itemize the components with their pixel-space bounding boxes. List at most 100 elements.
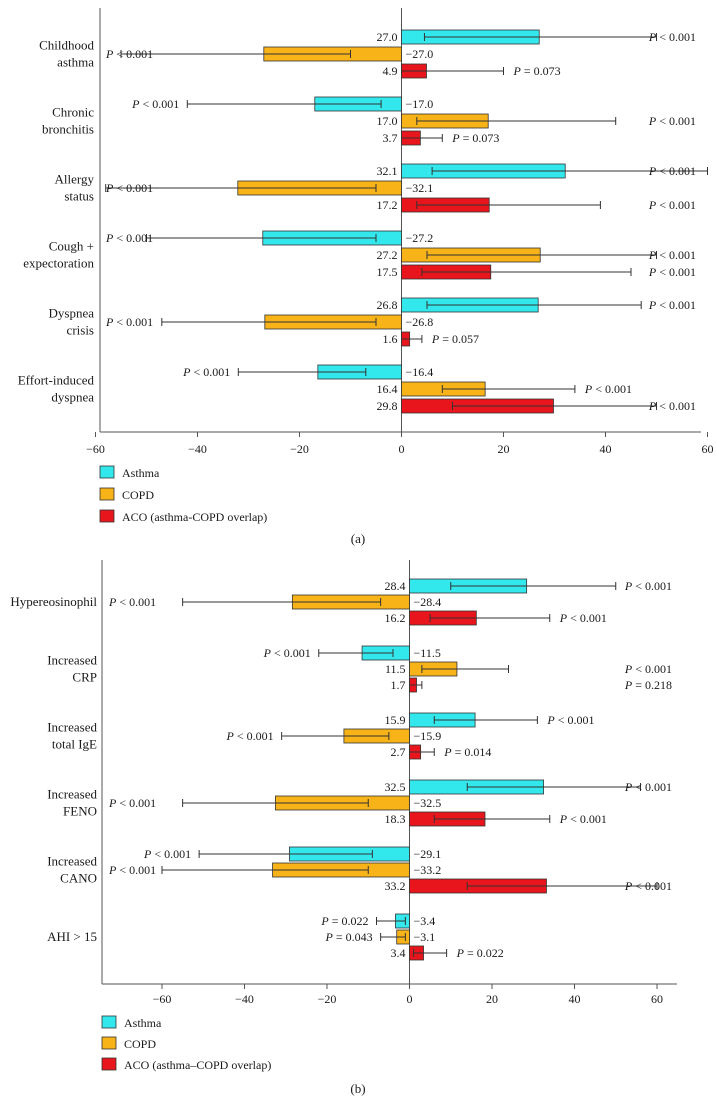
p-value: P < 0.001 [263, 646, 311, 660]
category-label: Increased [47, 854, 97, 869]
data-label: 17.2 [377, 198, 398, 212]
data-label: 28.4 [385, 579, 406, 593]
p-value: P < 0.001 [648, 248, 696, 262]
p-value: P < 0.001 [108, 595, 156, 609]
p-value: P < 0.001 [648, 265, 696, 279]
data-label: 3.4 [391, 946, 406, 960]
data-label: −17.0 [406, 97, 434, 111]
p-value: P < 0.001 [559, 611, 607, 625]
p-value: P < 0.001 [624, 579, 672, 593]
p-value: P = 0.014 [443, 745, 491, 759]
data-label: 26.8 [377, 298, 398, 312]
category-label: Allergy [55, 172, 95, 187]
x-tick-label: 60 [651, 992, 663, 1006]
category-label: Increased [47, 720, 97, 735]
p-value: P = 0.022 [456, 946, 504, 960]
data-label: 27.2 [377, 248, 398, 262]
p-value: P < 0.001 [624, 780, 672, 794]
x-tick-label: −60 [86, 442, 105, 456]
category-label: FENO [63, 804, 97, 819]
data-label: 32.1 [377, 164, 398, 178]
p-value: P < 0.001 [648, 298, 696, 312]
data-label: −16.4 [406, 365, 434, 379]
category-label: Childhood [39, 38, 94, 53]
p-value: P < 0.001 [182, 365, 230, 379]
data-label: −32.1 [406, 181, 434, 195]
data-label: −11.5 [414, 646, 441, 660]
p-value: P = 0.218 [624, 678, 672, 692]
data-label: −27.0 [406, 47, 434, 61]
category-label: Dyspnea [49, 306, 95, 321]
x-tick-label: 0 [407, 992, 413, 1006]
data-label: −3.4 [414, 914, 436, 928]
p-value: P < 0.001 [584, 382, 632, 396]
x-tick-label: −40 [188, 442, 207, 456]
x-tick-label: 60 [702, 442, 714, 456]
p-value: P < 0.001 [105, 315, 153, 329]
data-label: −3.1 [414, 930, 436, 944]
p-value: P = 0.043 [325, 930, 373, 944]
category-label: CRP [72, 670, 97, 685]
p-value: P < 0.001 [648, 164, 696, 178]
data-label: 33.2 [385, 879, 406, 893]
category-label: Chronic [52, 105, 94, 120]
category-label: Increased [47, 653, 97, 668]
legend-swatch-asthma [99, 465, 115, 479]
data-label: −26.8 [406, 315, 434, 329]
data-label: 4.9 [383, 64, 398, 78]
data-label: 15.9 [385, 713, 406, 727]
category-label: bronchitis [42, 122, 94, 137]
x-tick-label: 20 [498, 442, 510, 456]
x-tick-label: 40 [600, 442, 612, 456]
data-label: −27.2 [406, 231, 434, 245]
legend-swatch-copd [101, 1036, 117, 1050]
x-tick-label: 40 [569, 992, 581, 1006]
p-value: P = 0.073 [451, 131, 499, 145]
data-label: 32.5 [385, 780, 406, 794]
p-value: P < 0.001 [648, 198, 696, 212]
data-label: 27.0 [377, 30, 398, 44]
p-value: P < 0.001 [648, 114, 696, 128]
p-value: P < 0.001 [546, 713, 594, 727]
category-label: asthma [57, 55, 94, 70]
panel-a-chart: −60 −40 −20 0 20 40 60 Childhood asthma 27.0 P < 0… [18, 8, 714, 546]
category-label: crisis [67, 323, 94, 338]
legend-swatch-copd [99, 487, 115, 501]
legend-label: COPD [124, 1037, 156, 1051]
p-value: P = 0.073 [513, 64, 561, 78]
data-label: 11.5 [385, 662, 406, 676]
x-tick-label: −20 [290, 442, 309, 456]
data-label: −15.9 [414, 729, 442, 743]
panel-label: (b) [350, 1081, 365, 1096]
p-value: P < 0.001 [648, 399, 696, 413]
data-label: −32.5 [414, 796, 442, 810]
legend-label: COPD [122, 488, 154, 502]
x-tick-label: −20 [318, 992, 337, 1006]
x-tick-label: 0 [399, 442, 405, 456]
legend-label: Asthma [122, 466, 160, 480]
data-label: 2.7 [391, 745, 406, 759]
p-value: P < 0.001 [108, 863, 156, 877]
category-label: Increased [47, 787, 97, 802]
legend-label: Asthma [124, 1016, 162, 1030]
category-label: expectoration [23, 256, 94, 271]
x-tick-label: 20 [486, 992, 498, 1006]
p-value: P < 0.001 [105, 47, 153, 61]
data-label: 18.3 [385, 812, 406, 826]
p-value: P < 0.001 [105, 231, 153, 245]
p-value: P < 0.001 [226, 729, 274, 743]
category-label: Effort-induced [18, 373, 95, 388]
data-label: 3.7 [383, 131, 398, 145]
legend-swatch-asthma [101, 1015, 117, 1029]
x-tick-label: −60 [153, 992, 172, 1006]
data-label: 16.2 [385, 611, 406, 625]
p-value: P < 0.001 [648, 30, 696, 44]
panel-label: (a) [351, 531, 365, 546]
p-value: P < 0.001 [143, 847, 191, 861]
p-value: P < 0.001 [624, 879, 672, 893]
data-label: 17.5 [377, 265, 398, 279]
category-label: total IgE [52, 737, 97, 752]
data-label: 1.7 [391, 678, 406, 692]
data-label: 16.4 [377, 382, 398, 396]
